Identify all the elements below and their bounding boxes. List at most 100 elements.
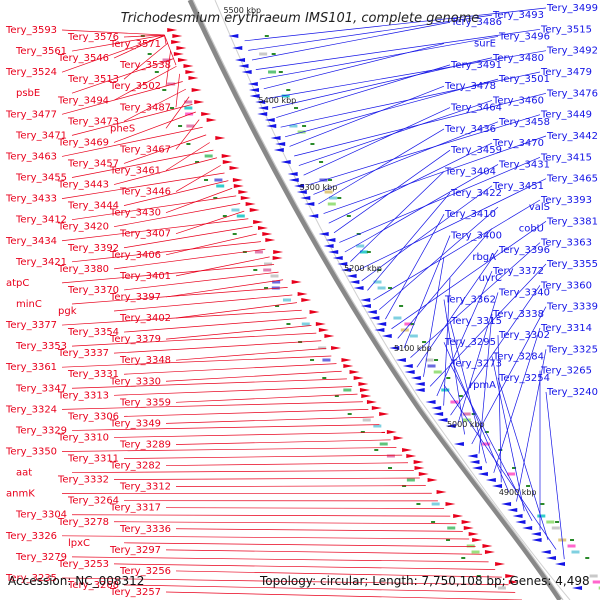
left-connector-line bbox=[71, 556, 489, 563]
left-connector-line bbox=[175, 119, 200, 150]
left-connector-line bbox=[175, 393, 358, 403]
forward-gene-arrow bbox=[301, 298, 312, 302]
left-connector-line bbox=[175, 439, 391, 445]
right-gene-label: Tery_3339 bbox=[546, 302, 598, 313]
tick-mark bbox=[476, 575, 481, 577]
reverse-gene-arrow bbox=[501, 502, 512, 506]
left-connector-line bbox=[113, 340, 322, 354]
kbp-scale-label: 5000 kbp bbox=[447, 420, 485, 429]
tick-mark bbox=[213, 197, 218, 199]
tick-mark bbox=[253, 269, 258, 271]
left-connector-line bbox=[165, 233, 257, 256]
accession-text: Accession: NC_008312 bbox=[8, 574, 144, 588]
feature-bar bbox=[507, 472, 516, 476]
feature-bar bbox=[289, 124, 298, 128]
feature-bar bbox=[264, 262, 273, 266]
left-gene-label: Tery_3538 bbox=[119, 60, 171, 71]
reverse-gene-arrow bbox=[257, 112, 268, 116]
left-gene-label: Tery_3379 bbox=[109, 334, 161, 345]
feature-bar bbox=[301, 322, 310, 326]
reverse-gene-arrow bbox=[249, 94, 260, 98]
kbp-scale-label: 5200 kbp bbox=[344, 264, 382, 273]
tick-mark bbox=[154, 71, 159, 73]
forward-gene-arrow bbox=[238, 190, 249, 194]
feature-bar bbox=[592, 580, 600, 584]
right-connector-line bbox=[333, 149, 451, 234]
left-connector-line bbox=[71, 195, 237, 221]
tick-mark bbox=[446, 539, 451, 541]
forward-gene-arrow bbox=[309, 310, 320, 314]
left-connector-line bbox=[71, 241, 261, 263]
forward-gene-arrow bbox=[508, 580, 519, 584]
right-connector-line bbox=[410, 242, 541, 358]
left-connector-line bbox=[113, 248, 266, 270]
tick-mark bbox=[337, 197, 342, 199]
reverse-gene-arrow bbox=[467, 454, 478, 458]
forward-gene-arrow bbox=[414, 466, 425, 470]
right-gene-label: Tery_3240 bbox=[546, 387, 598, 398]
forward-gene-arrow bbox=[194, 100, 205, 104]
tick-mark bbox=[458, 395, 463, 397]
tick-mark bbox=[377, 269, 382, 271]
right-connector-line bbox=[355, 178, 547, 272]
forward-gene-arrow bbox=[366, 400, 377, 404]
forward-gene-arrow bbox=[495, 562, 506, 566]
left-connector-line bbox=[165, 325, 312, 340]
forward-gene-arrow bbox=[177, 58, 188, 62]
right-gene-label: Tery_3464 bbox=[450, 103, 502, 114]
feature-bar bbox=[482, 442, 491, 446]
forward-gene-arrow bbox=[484, 550, 495, 554]
right-connector-line bbox=[259, 36, 499, 80]
right-connector-line bbox=[391, 221, 547, 330]
left-gene-label: Tery_3337 bbox=[57, 348, 109, 359]
left-gene-label: Tery_3487 bbox=[119, 102, 171, 113]
reverse-gene-arrow bbox=[374, 328, 385, 332]
left-gene-label: Tery_3311 bbox=[67, 454, 119, 465]
reverse-gene-arrow bbox=[425, 400, 436, 404]
feature-bar bbox=[272, 280, 281, 284]
tick-mark bbox=[147, 53, 152, 55]
feature-bar bbox=[598, 586, 600, 590]
left-connector-line bbox=[71, 514, 451, 517]
reverse-gene-arrow bbox=[332, 256, 343, 260]
reverse-gene-arrow bbox=[431, 406, 442, 410]
reverse-gene-arrow bbox=[369, 316, 380, 320]
tick-mark bbox=[512, 467, 517, 469]
left-gene-label: Tery_3317 bbox=[109, 503, 161, 514]
left-gene-label: Tery_3310 bbox=[57, 432, 109, 443]
reverse-gene-arrow bbox=[376, 322, 387, 326]
left-gene-label: Tery_3324 bbox=[5, 404, 57, 415]
left-connector-line bbox=[165, 507, 445, 509]
left-gene-label: Tery_3469 bbox=[57, 137, 109, 148]
right-gene-label: Tery_3470 bbox=[492, 138, 544, 149]
left-gene-label: Tery_3473 bbox=[67, 116, 119, 127]
left-connector-line bbox=[175, 302, 298, 319]
left-connector-line bbox=[123, 180, 229, 206]
forward-gene-arrow bbox=[167, 28, 178, 32]
forward-gene-arrow bbox=[185, 70, 196, 74]
forward-gene-arrow bbox=[341, 358, 352, 362]
left-gene-label: Tery_3420 bbox=[57, 222, 109, 233]
forward-gene-arrow bbox=[324, 334, 335, 338]
forward-gene-arrow bbox=[482, 544, 493, 548]
left-connector-line bbox=[175, 256, 270, 277]
left-connector-line bbox=[165, 187, 233, 213]
right-gene-label: Tery_3400 bbox=[450, 231, 502, 242]
feature-bar bbox=[441, 388, 450, 392]
left-connector-line bbox=[61, 355, 332, 368]
reverse-gene-arrow bbox=[492, 484, 503, 488]
left-gene-label: Tery_3257 bbox=[109, 587, 161, 598]
left-gene-label: Tery_3406 bbox=[109, 250, 161, 261]
right-gene-label: Tery_3396 bbox=[498, 245, 550, 256]
left-gene-label: Tery_3348 bbox=[119, 355, 171, 366]
forward-gene-arrow bbox=[463, 526, 474, 530]
right-gene-label: Tery_3340 bbox=[498, 287, 550, 298]
left-connector-line bbox=[123, 542, 476, 547]
left-gene-label: anmK bbox=[6, 489, 35, 500]
left-connector-line bbox=[61, 447, 397, 452]
reverse-gene-arrow bbox=[247, 82, 258, 86]
left-gene-label: Tery_3524 bbox=[5, 67, 57, 78]
feature-bar bbox=[567, 544, 576, 548]
right-gene-label: Tery_3284 bbox=[492, 351, 544, 362]
reverse-gene-arrow bbox=[545, 556, 556, 560]
